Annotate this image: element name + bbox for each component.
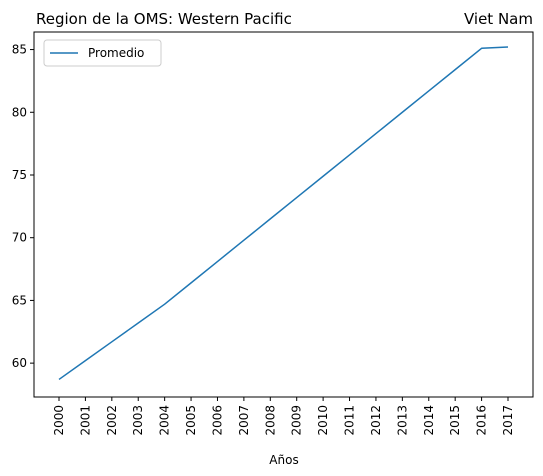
y-axis-ticks: 60 65 70 75 80 85 — [12, 43, 34, 370]
x-axis-ticks: 2000 2001 2002 2003 2004 2005 2006 2007 2008 2009… — [52, 397, 515, 436]
x-tick-label: 2015 — [448, 405, 462, 436]
y-tick-label: 80 — [12, 105, 27, 119]
chart-title-left: Region de la OMS: Western Pacific — [36, 10, 292, 28]
x-tick-label: 2016 — [475, 405, 489, 436]
legend-box — [43, 39, 162, 67]
x-tick-label: 2012 — [369, 405, 383, 436]
x-tick-label: 2005 — [184, 405, 198, 436]
x-tick-label: 2006 — [210, 405, 224, 436]
x-tick-label: 2007 — [237, 405, 251, 436]
x-tick-label: 2003 — [131, 405, 145, 436]
x-tick-label: 2004 — [158, 405, 172, 436]
x-tick-label: 2009 — [290, 405, 304, 436]
chart-title-right: Viet Nam — [464, 10, 533, 28]
x-tick-label: 2008 — [263, 405, 277, 436]
x-tick-label: 2000 — [52, 405, 66, 436]
x-tick-label: 2002 — [105, 405, 119, 436]
y-tick-label: 70 — [12, 231, 27, 245]
x-tick-label: 2001 — [78, 405, 92, 436]
plot-area-frame — [33, 31, 534, 398]
x-tick-label: 2013 — [395, 405, 409, 436]
x-tick-label: 2011 — [343, 405, 357, 436]
legend: Promedio — [43, 39, 162, 67]
y-tick-label: 75 — [12, 168, 27, 182]
legend-label: Promedio — [88, 46, 144, 60]
x-tick-label: 2017 — [501, 405, 515, 436]
y-tick-label: 65 — [12, 293, 27, 307]
series-line-0 — [58, 46, 509, 381]
y-tick-label: 85 — [12, 43, 27, 57]
y-tick-label: 60 — [12, 356, 27, 370]
x-tick-label: 2014 — [422, 405, 436, 436]
x-tick-label: 2010 — [316, 405, 330, 436]
x-axis-label: Años — [269, 453, 298, 467]
series-layer — [58, 46, 509, 381]
